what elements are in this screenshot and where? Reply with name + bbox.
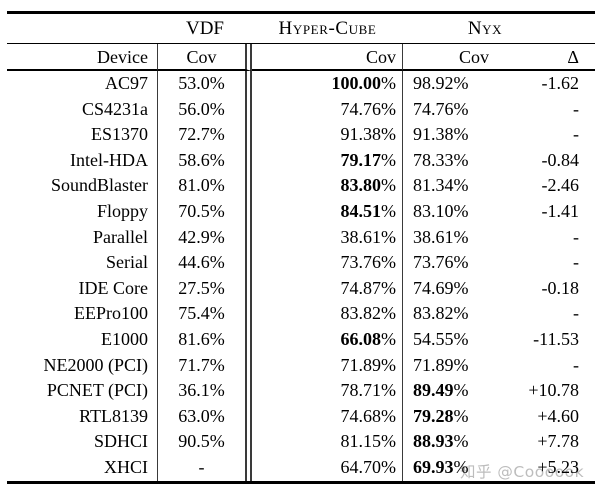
nyx-delta-value: -11.53 [533,328,579,349]
nyx-cov-value: 38.61% [413,226,469,247]
hyper-cube-cov-value: 84.51% [252,198,403,225]
nyx-cov-value: 69.93% [413,456,469,477]
nyx-cov-value: 98.92% [413,73,469,93]
device-name: AC97 [7,71,158,97]
hyper-cube-cov-value: 38.61% [252,224,403,251]
vdf-cov-value: 56.0% [158,96,252,123]
device-name: NE2000 (PCI) [7,352,158,379]
nyx-delta-value: +7.78 [537,431,579,452]
vdf-cov-value: 42.9% [158,224,252,251]
hyper-cube-cov-value: 91.38% [252,122,403,148]
device-name: RTL8139 [7,403,158,430]
device-name: Parallel [7,224,158,251]
hyper-cube-cov-value: 78.71% [252,378,403,404]
vdf-cov-value: 75.4% [158,301,252,327]
hyper-cube-cov-value: 71.89% [252,352,403,379]
nyx-delta-value: -2.46 [541,175,580,196]
hyper-cube-cov-value: 73.76% [252,250,403,276]
hyper-cube-cov-value: 74.76% [252,96,403,123]
nyx-cov-value: 78.33% [413,149,469,170]
vdf-cov-value: 63.0% [158,403,252,430]
vdf-cov-value: - [158,454,252,481]
device-name: XHCI [7,454,158,481]
hyper-cube-cov-value: 83.82% [252,301,403,327]
column-header-nyx-cov: Cov [403,44,495,71]
nyx-cov-value: 88.93% [413,431,469,452]
nyx-delta-value: +5.23 [537,456,579,477]
column-header-vdf-cov: Cov [158,44,252,71]
nyx-delta-value: -1.62 [541,73,580,93]
device-name: Floppy [7,198,158,225]
nyx-cov-value: 79.28% [413,405,469,426]
nyx-cov-value: 71.89% [413,354,469,375]
vdf-cov-value: 81.0% [158,173,252,199]
vdf-cov-value: 70.5% [158,198,252,225]
nyx-cov-value: 91.38% [413,124,469,145]
device-name: ES1370 [7,122,158,148]
nyx-delta-value: - [573,98,579,119]
hyper-cube-cov-value: 81.15% [252,429,403,455]
nyx-cov-value: 83.10% [413,200,469,221]
device-name: EEPro100 [7,301,158,327]
device-name: SoundBlaster [7,173,158,199]
nyx-cov-value: 74.76% [413,98,469,119]
coverage-comparison-table: VDF Hyper-Cube Nyx Device Cov Cov Cov Δ … [7,11,595,484]
header-group-nyx: Nyx [403,14,595,44]
vdf-cov-value: 53.0% [158,71,252,97]
nyx-delta-value: +10.78 [528,380,579,401]
hyper-cube-cov-value: 100.00% [252,71,403,97]
device-name: E1000 [7,326,158,353]
nyx-cov-value: 81.34% [413,175,469,196]
column-header-device: Device [7,44,158,71]
nyx-cov-value: 73.76% [413,252,469,273]
device-name: CS4231a [7,96,158,123]
nyx-delta-value: -1.41 [541,200,580,221]
vdf-cov-value: 44.6% [158,250,252,276]
device-name: IDE Core [7,275,158,302]
nyx-delta-value: - [573,354,579,375]
zhihu-watermark: 知乎 @Coooook [460,463,585,481]
hyper-cube-cov-value: 83.80% [252,173,403,199]
vdf-cov-value: 58.6% [158,147,252,174]
hyper-cube-cov-value: 64.70% [252,454,403,481]
device-name: Intel-HDA [7,147,158,174]
hyper-cube-cov-value: 79.17% [252,147,403,174]
vdf-cov-value: 36.1% [158,378,252,404]
vdf-cov-value: 90.5% [158,429,252,455]
nyx-delta-value: - [573,303,579,324]
column-header-delta: Δ [495,44,595,71]
hyper-cube-cov-value: 74.68% [252,403,403,430]
nyx-cov-value: 54.55% [413,328,469,349]
nyx-cov-value: 89.49% [413,380,469,401]
vdf-cov-value: 27.5% [158,275,252,302]
vdf-cov-value: 72.7% [158,122,252,148]
nyx-cov-value: 83.82% [413,303,469,324]
hyper-cube-cov-value: 66.08% [252,326,403,353]
vdf-cov-value: 81.6% [158,326,252,353]
nyx-delta-value: - [573,252,579,273]
column-header-hyper-cov: Cov [252,44,403,71]
header-group-empty [7,14,158,44]
header-group-vdf: VDF [158,14,252,44]
hyper-cube-cov-value: 74.87% [252,275,403,302]
nyx-delta-value: -0.18 [541,277,580,298]
device-name: SDHCI [7,429,158,455]
nyx-delta-value: -0.84 [541,149,580,170]
nyx-delta-value: - [573,124,579,145]
header-group-hyper-cube: Hyper-Cube [252,14,403,44]
nyx-delta-value: +4.60 [537,405,579,426]
device-name: Serial [7,250,158,276]
nyx-delta-value: - [573,226,579,247]
vdf-cov-value: 71.7% [158,352,252,379]
device-name: PCNET (PCI) [7,378,158,404]
nyx-cov-value: 74.69% [413,277,469,298]
